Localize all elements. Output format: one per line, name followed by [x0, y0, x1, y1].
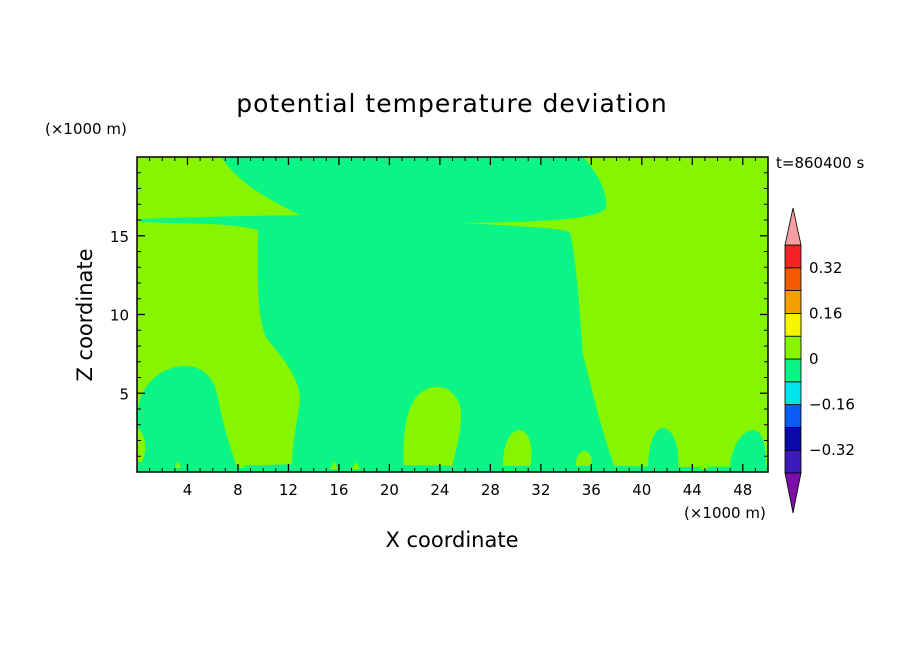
x-tick-label: 4 [183, 481, 193, 499]
x-tick-label: 24 [430, 481, 449, 499]
x-axis-unit: (×1000 m) [684, 504, 766, 522]
x-tick-label: 40 [632, 481, 651, 499]
colorbar-label: −0.32 [809, 441, 855, 459]
colorbar-segment [784, 426, 802, 451]
colorbar-segment [784, 449, 802, 474]
colorbar-label: 0 [809, 350, 819, 368]
field-positive-bubble-30 [502, 430, 532, 468]
field-negative-main [140, 157, 615, 468]
plot-area [136, 156, 769, 473]
colorbar-under-arrow [784, 472, 802, 514]
colorbar-segment [784, 312, 802, 337]
field-negative-bubble-48 [730, 430, 766, 470]
field-negative-bubble-24 [403, 386, 462, 468]
x-axis-label: X coordinate [385, 528, 518, 552]
y-axis-unit: (×1000 m) [45, 120, 127, 138]
colorbar-segment [784, 244, 802, 269]
field-negative-bottom-strip [137, 462, 768, 472]
chart-title: potential temperature deviation [236, 89, 667, 118]
x-tick-label: 48 [733, 481, 752, 499]
colorbar-label: 0.32 [809, 259, 842, 277]
colorbar-segment [784, 381, 802, 405]
field-positive-bubble-35 [575, 450, 592, 468]
x-tick-label: 44 [683, 481, 702, 499]
colorbar-segment [784, 267, 802, 291]
field-negative-left-bubble [138, 365, 237, 468]
time-label: t=860400 s [776, 154, 864, 172]
y-tick-label: 15 [110, 228, 129, 246]
y-axis-label: Z coordinate [73, 248, 97, 381]
colorbar-segment [784, 404, 802, 428]
x-tick-label: 36 [582, 481, 601, 499]
field-positive-left-notch [138, 428, 146, 462]
colorbar-label: −0.16 [809, 396, 855, 414]
x-tick-label: 16 [329, 481, 348, 499]
field-negative-bubble-41 [648, 428, 679, 470]
colorbar-segment [784, 290, 802, 314]
y-tick-label: 5 [119, 385, 129, 403]
colorbar-segment [784, 335, 802, 360]
colorbar: −0.32 −0.16 0 0.16 0.32 [784, 207, 855, 514]
colorbar-segment [784, 358, 802, 383]
colorbar-over-arrow [784, 207, 802, 246]
x-tick-label: 8 [233, 481, 243, 499]
y-tick-label: 10 [110, 307, 129, 325]
colorbar-label: 0.16 [809, 304, 842, 322]
x-tick-label: 12 [279, 481, 298, 499]
x-tick-label: 32 [531, 481, 550, 499]
x-tick-label: 20 [380, 481, 399, 499]
x-tick-label: 28 [481, 481, 500, 499]
